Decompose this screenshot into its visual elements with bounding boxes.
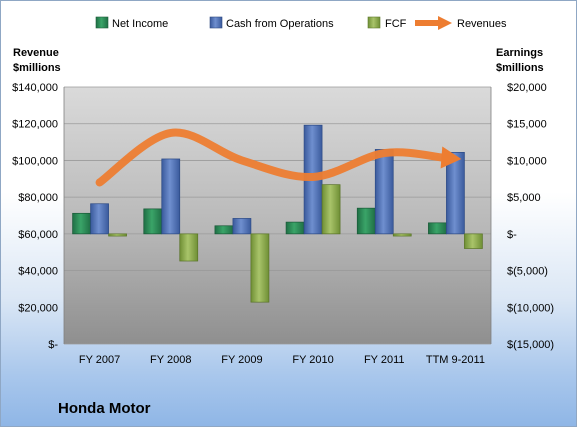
bar-cash-from-operations [446, 152, 465, 235]
legend-label-revenues: Revenues [457, 18, 507, 30]
company-name: Honda Motor [58, 400, 151, 417]
bar-fcf [250, 233, 270, 303]
right-tick-label: $(10,000) [507, 302, 554, 314]
bar-cash-from-operations [161, 158, 181, 235]
right-tick-label: $20,000 [507, 82, 547, 94]
gridlines [63, 86, 492, 345]
legend-swatch-revenues-arrow [438, 16, 452, 30]
right-tick-label: $- [507, 229, 517, 241]
bar-fcf [321, 184, 341, 235]
left-axis-title-line1: Revenue [13, 47, 59, 59]
x-tick-label: FY 2010 [292, 354, 333, 366]
revenue-line-arrowhead [440, 146, 462, 169]
bar-fcf [179, 233, 199, 262]
bar-net-income [285, 221, 305, 235]
x-tick-label: FY 2011 [364, 354, 405, 366]
right-axis-title-line2: $millions [496, 62, 544, 74]
bar-cash-from-operations [374, 149, 394, 235]
x-tick-label: FY 2009 [221, 354, 262, 366]
x-tick-label: FY 2008 [150, 354, 191, 366]
x-tick-label: TTM 9-2011 [426, 354, 485, 366]
revenue-line [95, 128, 462, 187]
left-tick-label: $40,000 [18, 266, 58, 278]
right-tick-label: $(5,000) [507, 266, 548, 278]
right-tick-label: $5,000 [507, 192, 541, 204]
bar-fcf [464, 233, 483, 249]
left-axis-title-line2: $millions [13, 62, 61, 74]
left-tick-label: $140,000 [12, 82, 58, 94]
x-tick-label: FY 2007 [79, 354, 120, 366]
left-tick-label: $80,000 [18, 192, 58, 204]
bar-fcf [392, 233, 412, 237]
bar-cash-from-operations [232, 218, 252, 235]
bar-fcf [108, 233, 127, 237]
x-axis-ticks: FY 2007 FY 2008 FY 2009 FY 2010 FY 2011 TTM 9… [79, 354, 485, 366]
left-tick-label: $60,000 [18, 229, 58, 241]
legend-label-cash-from-operations: Cash from Operations [226, 18, 334, 30]
right-tick-label: $10,000 [507, 155, 547, 167]
legend-label-net-income: Net Income [112, 18, 168, 30]
bar-net-income [72, 212, 91, 235]
legend-swatch-cash-from-operations [209, 16, 223, 29]
left-tick-label: $120,000 [12, 119, 58, 131]
legend-label-fcf: FCF [385, 18, 407, 30]
bar-net-income [356, 207, 376, 235]
left-axis-ticks: $- $20,000 $40,000 $60,000 $80,000 $100,000 $1… [12, 82, 58, 351]
legend-swatch-net-income [95, 16, 109, 29]
bars [72, 124, 483, 303]
plot-area [64, 87, 491, 344]
left-tick-label: $20,000 [18, 302, 58, 314]
bar-net-income [428, 222, 447, 235]
right-tick-label: $(15,000) [507, 339, 554, 351]
left-tick-label: $- [48, 339, 58, 351]
bar-net-income [214, 225, 234, 235]
bar-net-income [143, 208, 163, 235]
legend: Net Income Cash from Operations FCF Reve… [95, 16, 507, 30]
bar-cash-from-operations [90, 203, 109, 235]
right-axis-ticks: $(15,000) $(10,000) $(5,000) $- $5,000 $10,00… [507, 82, 554, 351]
revenue-line-path [95, 128, 448, 187]
left-tick-label: $100,000 [12, 155, 58, 167]
legend-swatch-fcf [367, 16, 381, 29]
right-tick-label: $15,000 [507, 119, 547, 131]
right-axis-title-line1: Earnings [496, 47, 543, 59]
